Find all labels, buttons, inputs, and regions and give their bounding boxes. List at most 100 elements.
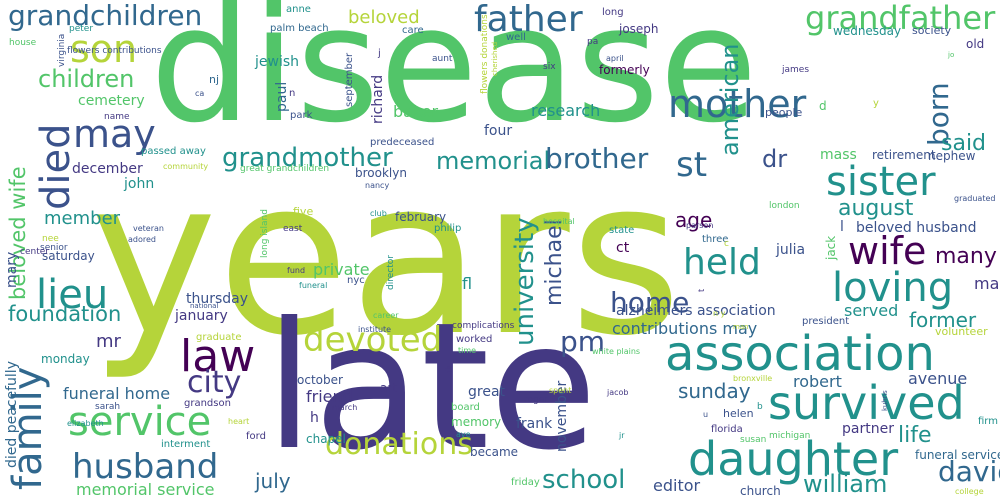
word-became: became [470,445,519,459]
word-brooklyn: brooklyn [355,166,407,180]
word-years: years [90,132,682,383]
word-funeral: funeral [299,281,328,290]
word-mass: mass [820,147,857,163]
word-ave: ave [456,430,471,439]
word-grandchildren: grandchildren [8,0,203,32]
word-david: david [938,455,1000,488]
word-graduate: graduate [196,332,242,343]
word-graduated: graduated [954,194,996,203]
word-chapel: chapel [306,432,346,446]
word-died-peacefully: died peacefully [4,361,20,468]
word-great: great [468,384,506,400]
word-b: b [757,402,763,412]
word-funeral-service: funeral service [915,448,1000,462]
word-university: university [510,217,540,346]
word-july: july [255,469,291,493]
word-e: e [445,362,453,376]
word-six: six [543,62,556,72]
word-may: may [73,112,156,156]
word-age: age [675,208,713,232]
word-veteran: veteran [133,224,164,233]
word-grandson: grandson [184,398,231,409]
word-roger: roger [524,395,548,405]
word-children: children [38,65,135,93]
word-memorial-service: memorial service [76,480,215,499]
word-long: long [602,7,624,18]
word-park: park [290,110,313,121]
word-y: y [873,98,879,109]
word-served: served [844,301,899,320]
word-disease: disease [150,0,758,158]
word-research: research [531,101,601,120]
word-people: people [765,106,803,119]
word-passed-away: passed away [141,146,206,157]
word-c: c [724,239,729,249]
word-mr: mr [96,331,121,352]
word-president: president [802,316,850,327]
word-d: d [819,99,827,113]
word-palm-beach: palm beach [270,23,329,34]
word-cherished: cherished [491,41,499,76]
word-virginia: virginia [57,33,67,67]
word-state: state [609,225,635,236]
word-man: man [733,323,749,331]
word-anne: anne [286,4,311,15]
word-college: college [955,487,984,496]
word-foundation: foundation [8,302,122,326]
word-wednesday: wednesday [833,24,902,38]
word-former: former [909,308,977,332]
word-nj: nj [209,73,220,86]
word-held: held [683,242,761,283]
word-thursday: thursday [186,291,249,307]
word-died: died [33,123,79,210]
word-old: old [966,37,985,51]
word-robert: robert [793,372,842,391]
word-contributions-may: contributions may [612,319,758,338]
word-center: center [20,247,49,257]
word-member: member [44,208,121,229]
word-volunteer: volunteer [935,325,988,338]
word-h: h [310,410,319,426]
word-daughter: daughter [688,432,899,486]
word-partner: partner [842,421,894,437]
word-career: career [373,311,399,320]
word-said: said [941,131,987,156]
word-paul: paul [274,81,290,112]
word-grandfather: grandfather [805,0,996,37]
word-heart: heart [228,417,250,426]
word-formerly: formerly [599,63,650,77]
word-august: august [838,196,914,221]
word-saturday: saturday [42,249,95,263]
word-september: september [344,52,355,107]
word-law: law [180,331,256,382]
word-nee: nee [42,234,59,244]
word-richard: richard [370,74,386,124]
word-baker: baker [393,102,439,121]
word-michigan: michigan [769,431,811,441]
word-aunt: aunt [432,54,453,64]
word-joseph: joseph [619,22,659,36]
word-american: american [716,43,744,157]
word-parson: parson [686,221,714,230]
word-life: life [898,423,932,448]
word-ct: ct [616,240,630,256]
word-predeceased: predeceased [370,137,435,148]
word-december: december [72,161,143,177]
word-art: art [380,381,397,395]
word-lieu: lieu [36,272,109,318]
word-l: l [840,219,844,235]
word-four: four [484,123,513,139]
word-n-y: n y [713,309,726,318]
word-jack: jack [824,235,838,260]
word-grandmother: grandmother [222,143,393,173]
word-st: st [676,145,708,185]
word-memorial: memorial [436,147,551,175]
word-s: s [256,268,260,276]
word-jr: jr [619,431,625,440]
word-late: late [265,286,598,489]
word-time: time [458,346,477,355]
word-beloved: beloved [348,7,420,28]
word-alzheimers-association: alzheimers association [616,303,776,319]
word-kuhns: kuhns [881,390,889,411]
word-sarah: sarah [95,402,121,412]
